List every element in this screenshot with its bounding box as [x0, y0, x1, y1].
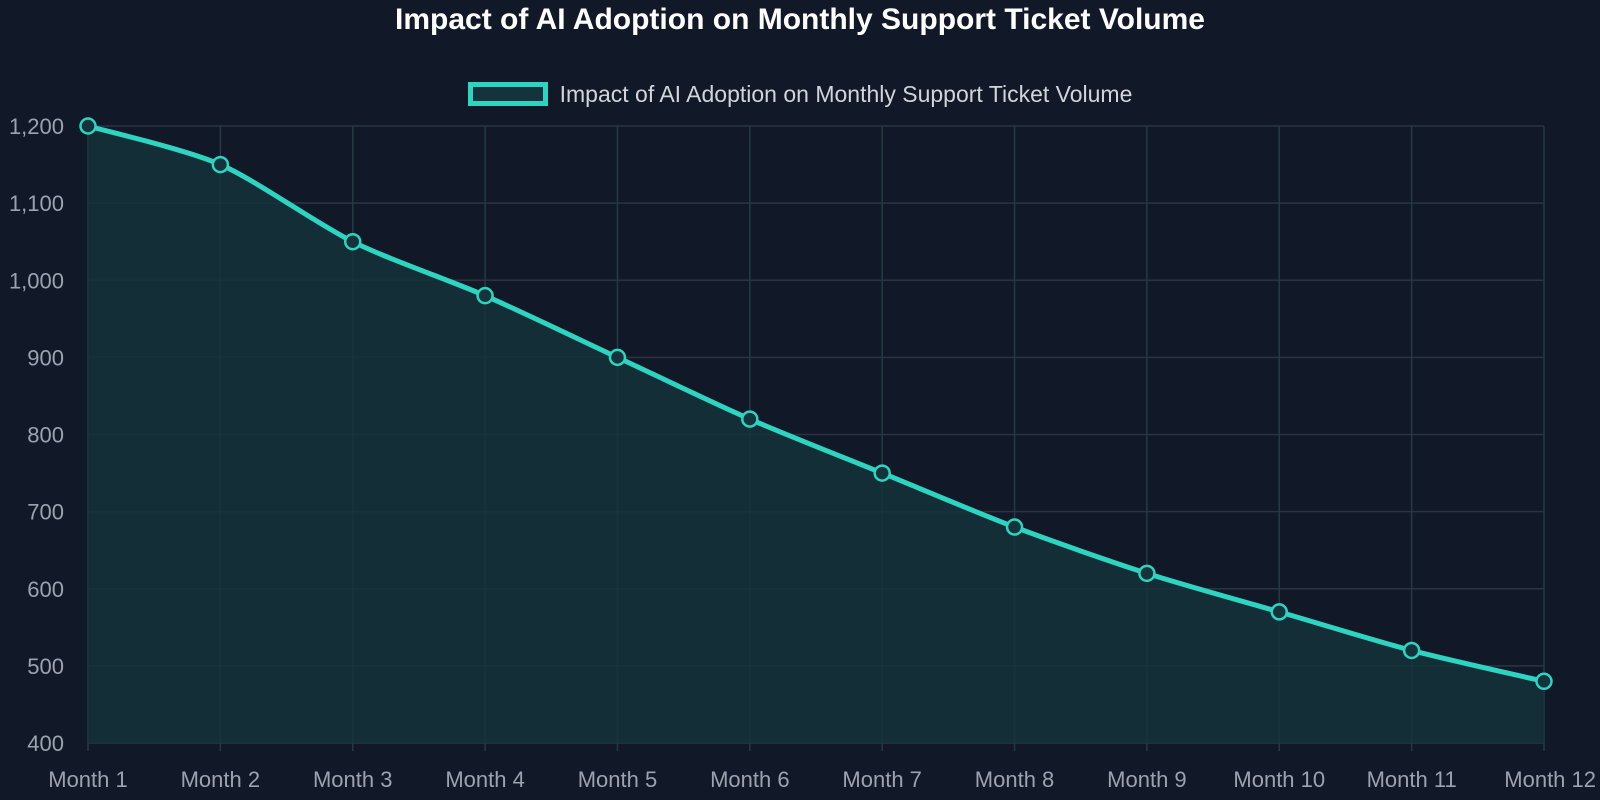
x-tick-label: Month 12	[1504, 767, 1596, 792]
data-point-11[interactable]	[1402, 641, 1421, 660]
y-tick-label: 400	[27, 731, 64, 756]
x-tick-label: Month 5	[578, 767, 658, 792]
x-tick-label: Month 2	[181, 767, 261, 792]
y-axis-ticks: 1,200 1,100 1,000 900 800 700 600 500 400	[9, 114, 64, 756]
data-point-3[interactable]	[343, 232, 362, 251]
data-point-9[interactable]	[1138, 564, 1156, 583]
data-point-6[interactable]	[741, 410, 759, 428]
x-tick-label: Month 9	[1107, 767, 1187, 792]
y-tick-label: 600	[27, 577, 64, 602]
legend-label: Impact of AI Adoption on Monthly Support…	[559, 80, 1133, 107]
x-tick-label: Month 8	[975, 767, 1055, 792]
x-tick-label: Month 1	[48, 767, 128, 792]
x-tick-label: Month 7	[842, 767, 922, 792]
data-point-4[interactable]	[476, 286, 494, 305]
x-tick-label: Month 11	[1367, 767, 1457, 792]
data-point-2[interactable]	[211, 155, 230, 174]
y-tick-label: 1,000	[9, 268, 64, 293]
x-tick-label: Month 3	[313, 767, 393, 792]
x-tick-label: Month 4	[445, 767, 525, 792]
y-tick-label: 700	[27, 500, 64, 525]
y-tick-label: 800	[27, 423, 64, 448]
data-points	[79, 117, 1553, 691]
area-fill	[88, 126, 1544, 743]
y-tick-label: 1,200	[9, 114, 64, 139]
data-point-1[interactable]	[79, 117, 97, 135]
chart-title: Impact of AI Adoption on Monthly Support…	[395, 3, 1205, 36]
data-point-7[interactable]	[873, 464, 891, 482]
data-point-8[interactable]	[1005, 518, 1024, 536]
y-tick-label: 500	[27, 654, 64, 679]
legend[interactable]: Impact of AI Adoption on Monthly Support…	[0, 78, 1600, 110]
x-tick-label: Month 6	[710, 767, 790, 792]
legend-swatch	[467, 82, 548, 106]
x-tick-label: Month 10	[1233, 767, 1325, 792]
data-point-12[interactable]	[1535, 672, 1553, 691]
y-tick-label: 900	[27, 345, 64, 370]
x-axis-ticks: Month 1 Month 2 Month 3 Month 4 Month 5 Month…	[48, 767, 1596, 792]
data-point-10[interactable]	[1270, 603, 1289, 621]
y-tick-label: 1,100	[9, 191, 64, 216]
data-point-5[interactable]	[608, 348, 627, 367]
